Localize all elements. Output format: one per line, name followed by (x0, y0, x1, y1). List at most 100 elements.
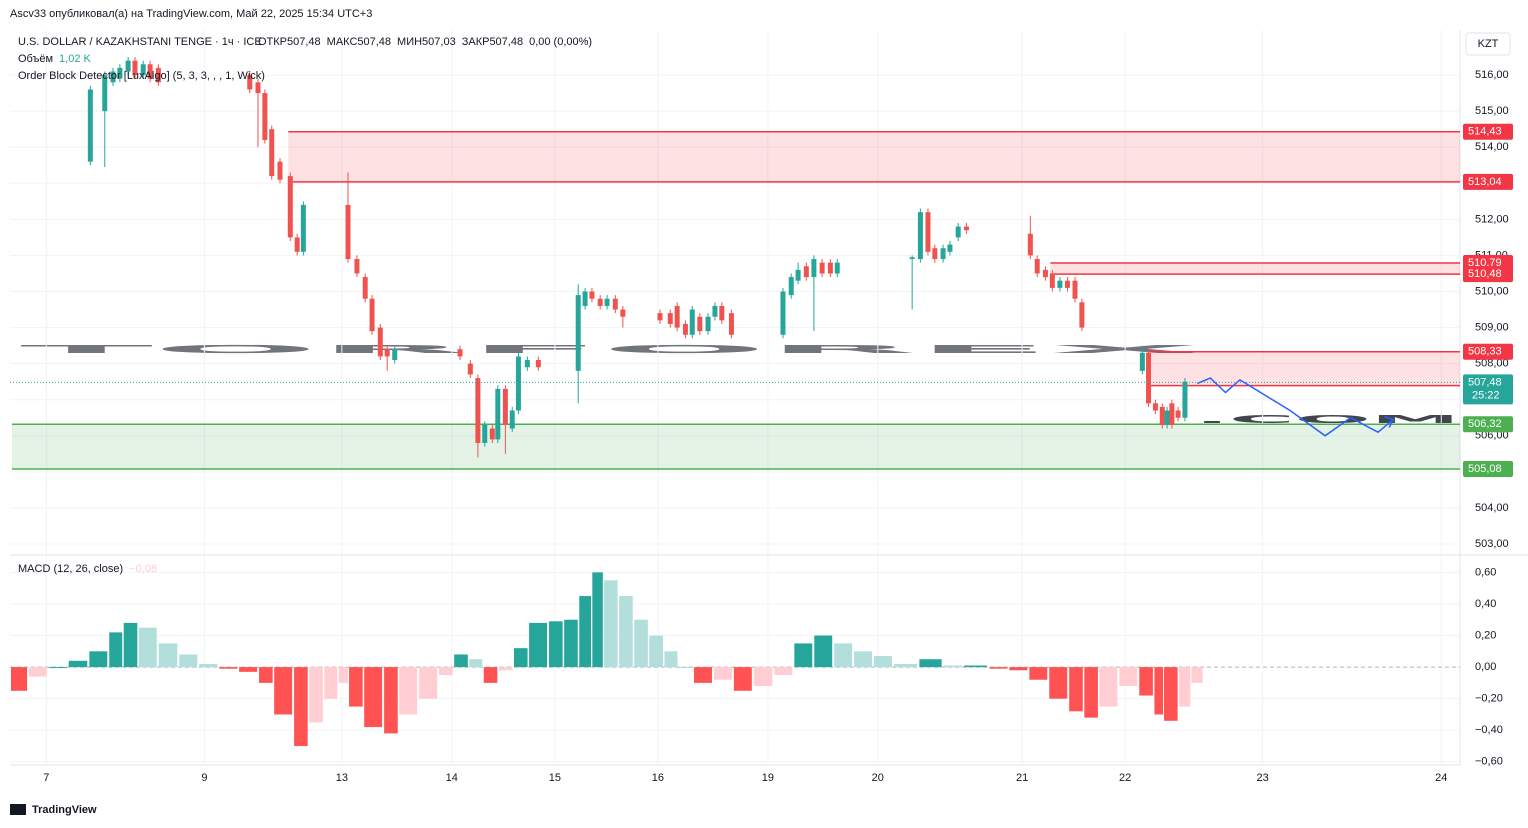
candle-body (384, 349, 390, 357)
candle-body (932, 248, 938, 260)
candle-body (589, 291, 595, 299)
candle-body (502, 388, 508, 425)
macd-bar (1179, 667, 1191, 707)
indicator-label: Order Block Detector [LuxAlgo] (5, 3, 3,… (18, 70, 265, 82)
macd-bar (678, 667, 693, 669)
y-tick-label: 0,40 (1475, 598, 1496, 610)
candle-body (277, 161, 283, 180)
candle-body (300, 204, 306, 252)
footer: TradingView (32, 804, 97, 816)
price-tag (1463, 460, 1513, 477)
price-tag (1463, 416, 1513, 433)
candle-body (262, 93, 268, 141)
candle-body (155, 67, 161, 83)
macd-bar (1049, 667, 1068, 699)
macd-bar (774, 667, 793, 675)
candle-body (582, 291, 588, 306)
x-tick-label: 21 (1016, 772, 1028, 784)
macd-bar (944, 665, 963, 668)
candle-body (1139, 352, 1145, 371)
currency[interactable]: KZT (1478, 38, 1499, 50)
candle-body (287, 176, 293, 238)
volume-label: Объём (18, 53, 53, 65)
candle-body (475, 378, 481, 443)
macd-bar (579, 596, 592, 668)
legend: U.S. DOLLAR / KAZAKHSTANI TENGE · 1ч · I… (18, 36, 592, 575)
price-tag (1463, 123, 1513, 140)
macd-bar (564, 619, 578, 668)
candle-body (125, 60, 131, 72)
currency-box[interactable] (1465, 32, 1511, 56)
candle-body (705, 316, 711, 332)
price-tag (1463, 266, 1513, 283)
macd-bar (364, 667, 383, 728)
logo (10, 804, 26, 815)
last-price-tag (1463, 374, 1513, 405)
macd-title: MACD (12, 26, close) (18, 563, 123, 575)
price-tag (1463, 173, 1513, 190)
macd-bar (1029, 667, 1048, 680)
y-tick-label: 504,00 (1475, 502, 1509, 514)
volume-value: 1,02 K (59, 53, 91, 65)
macd-bar (513, 648, 528, 668)
candle-body (117, 67, 123, 79)
ohlc-text: 0,00 (0,00%) (529, 36, 592, 48)
macd-bar (664, 651, 678, 668)
candle-body (1079, 302, 1085, 328)
candle-body (795, 269, 801, 281)
candle-body (509, 410, 515, 429)
candle-body (674, 305, 680, 328)
macd-bar (439, 667, 453, 675)
candle-body (1164, 410, 1170, 425)
macd-bar (893, 663, 917, 668)
macd-bar (469, 659, 483, 668)
macd-bar (109, 632, 123, 668)
macd-bar (814, 635, 833, 668)
macd-bar (309, 667, 323, 723)
price-tag-label: 510,48 (1468, 268, 1502, 280)
candle-body (147, 64, 153, 79)
macd-bar (592, 572, 603, 668)
candle-body (604, 298, 610, 306)
macd-bar (349, 667, 363, 707)
candle-body (657, 313, 663, 321)
candle-body (682, 323, 688, 335)
candle-body (612, 298, 618, 310)
macd-bar (964, 665, 987, 668)
candle-body (1027, 233, 1033, 256)
price-tag-label: 508,33 (1468, 346, 1502, 358)
candle-body (1057, 280, 1063, 288)
candle-body (377, 327, 383, 357)
macd-bar (324, 667, 338, 699)
candle-body (917, 212, 923, 260)
macd-bar (483, 667, 498, 683)
macd-bar (919, 659, 942, 668)
candle-body (369, 298, 375, 332)
candle-body (535, 360, 541, 368)
candle-body (575, 295, 581, 371)
plots: 503,00504,00505,00506,00507,00508,00509,… (10, 30, 1513, 784)
candle-body (834, 262, 840, 274)
x-tick-label: 16 (652, 772, 664, 784)
x-tick-label: 20 (872, 772, 884, 784)
x-tick-label: 22 (1119, 772, 1131, 784)
forecast-line (1197, 377, 1394, 437)
price-tag-label: 514,43 (1468, 126, 1502, 138)
price-tag (1463, 343, 1513, 360)
candle-body (392, 349, 398, 361)
macd-bar (1084, 667, 1098, 718)
candle-body (803, 266, 809, 278)
ohlc-text: МАКС507,48 (327, 36, 391, 48)
candle-body (827, 262, 833, 274)
x-tick-label: 19 (762, 772, 774, 784)
y-tick-label: −0,20 (1475, 693, 1503, 705)
candle-body (689, 309, 695, 335)
candle-body (597, 298, 603, 306)
candle-body (1169, 403, 1175, 425)
macd-value: −0,08 (129, 563, 157, 575)
candle-body (719, 305, 725, 321)
macd-bar (179, 654, 198, 668)
macd-bar (89, 651, 108, 668)
